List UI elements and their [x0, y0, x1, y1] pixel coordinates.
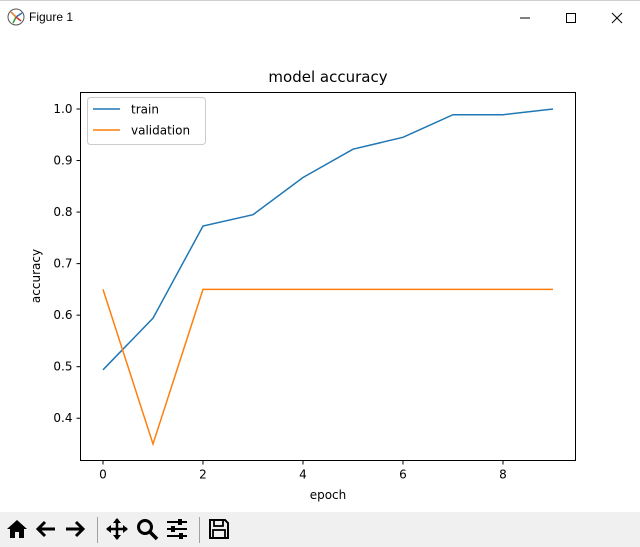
x-tick-label: 2: [199, 468, 207, 482]
configure-subplots-button[interactable]: [163, 515, 191, 543]
minimize-button[interactable]: [502, 1, 548, 35]
x-tick-label: 0: [99, 468, 107, 482]
x-tick-label: 6: [399, 468, 407, 482]
forward-button[interactable]: [61, 515, 89, 543]
plot-area: [102, 108, 554, 447]
subplots-config-icon: [167, 519, 187, 539]
maximize-button[interactable]: [548, 1, 594, 35]
series-line-train: [102, 108, 554, 371]
toolbar-separator: [199, 517, 200, 543]
legend-label-validation: validation: [131, 124, 190, 138]
axes-frame: [80, 92, 576, 461]
y-tick-label: 0.4: [53, 411, 72, 425]
back-arrow-icon: [35, 520, 55, 538]
navigation-toolbar: [0, 512, 640, 547]
x-axis-label: epoch: [310, 488, 347, 502]
y-tick-label: 1.0: [53, 102, 72, 116]
y-tick-label: 0.9: [53, 154, 72, 168]
zoom-button[interactable]: [133, 515, 161, 543]
forward-arrow-icon: [66, 520, 86, 538]
chart-title: model accuracy: [268, 68, 387, 86]
window-title: Figure 1: [29, 10, 74, 24]
y-tick-label: 0.7: [53, 257, 72, 271]
legend: train validation: [87, 97, 206, 145]
toolbar-separator: [97, 517, 98, 543]
y-axis-label: accuracy: [29, 249, 43, 303]
y-tick-label: 0.8: [53, 205, 72, 219]
y-tick-label: 0.6: [53, 308, 72, 322]
axis-ticks: 0 2 4 6 8 0.4 0.5 0.6 0.7 0.8 0.9 1.0: [53, 102, 506, 482]
back-button[interactable]: [32, 515, 60, 543]
accuracy-chart: model accuracy accuracy epoch 0 2 4 6 8 0.4 0.…: [29, 68, 576, 502]
figure-canvas[interactable]: model accuracy accuracy epoch 0 2 4 6 8 0.4 0.…: [0, 34, 640, 512]
series-line-validation: [102, 288, 553, 447]
save-button[interactable]: [205, 515, 233, 543]
close-button[interactable]: [594, 1, 640, 35]
x-tick-label: 8: [499, 468, 507, 482]
legend-label-train: train: [131, 103, 159, 117]
maximize-icon: [566, 13, 576, 23]
window-titlebar: Figure 1: [0, 0, 640, 34]
home-button[interactable]: [3, 515, 31, 543]
save-icon: [209, 519, 229, 539]
matplotlib-logo-icon: [7, 8, 25, 26]
y-tick-label: 0.5: [53, 360, 72, 374]
minimize-icon: [520, 17, 530, 19]
pan-button[interactable]: [103, 515, 131, 543]
home-icon: [7, 520, 27, 538]
pan-icon: [106, 518, 128, 540]
x-tick-label: 4: [299, 468, 307, 482]
close-icon: [611, 12, 623, 24]
zoom-icon: [137, 519, 159, 541]
